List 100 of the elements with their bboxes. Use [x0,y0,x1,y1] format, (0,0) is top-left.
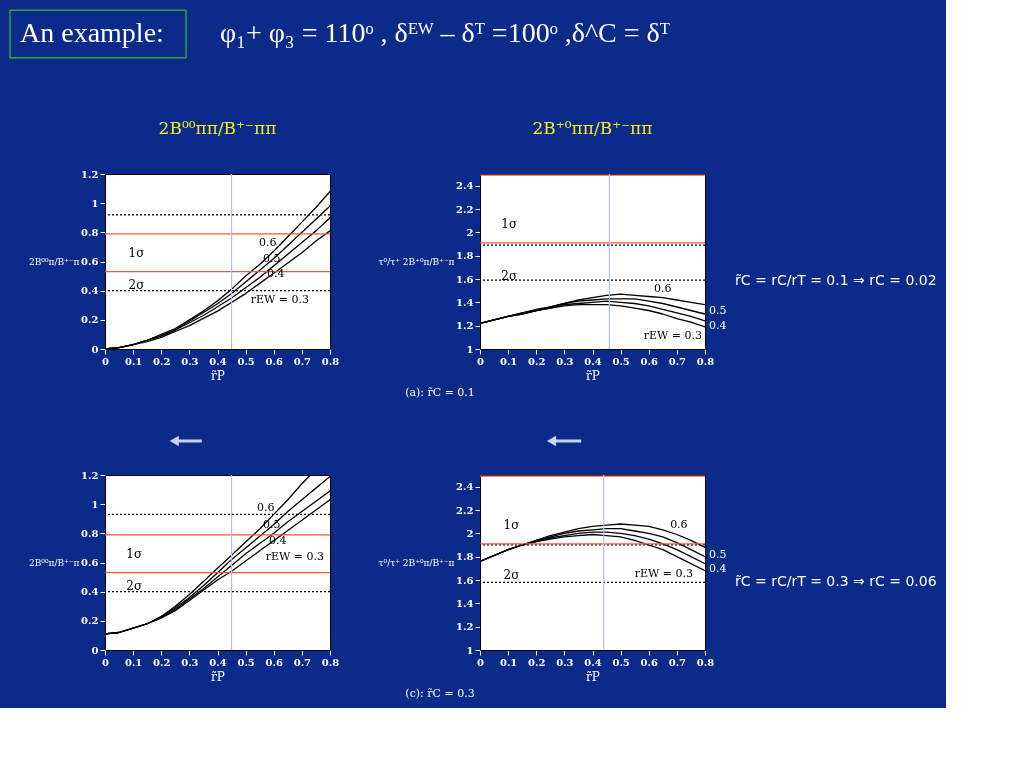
y-tick-label: 2.4 [456,481,474,493]
y-tick-label: 1.4 [456,296,474,308]
text: An example: [20,17,164,48]
y-tick-label: 1.8 [456,250,474,262]
series-label: rEW = 0.3 [643,328,703,342]
x-axis-title: r̃P [586,669,600,684]
x-tick-label: 0.5 [612,355,630,367]
y-tick-label: 0.2 [81,314,99,326]
series-label: 0.5 [709,304,727,317]
x-tick-label: 0.8 [321,355,340,367]
annotation: 2σ [126,578,143,593]
y-tick-label: 1.8 [456,551,474,563]
x-axis-title: r̃P [211,368,225,383]
x-tick-label: 0 [102,355,110,367]
x-tick-label: 0.7 [668,355,687,367]
series-label: 0.5 [709,547,727,561]
x-tick-label: 0.8 [696,355,715,367]
y-tick-label: 1 [466,343,474,355]
x-tick-label: 0.8 [321,656,340,668]
y-tick-label: 1 [91,197,99,209]
x-tick-label: 0.4 [209,355,227,367]
series-label: rEW = 0.3 [250,292,309,306]
y-tick-label: 0.8 [81,226,99,238]
x-tick-label: 0.1 [124,656,143,668]
y-axis-title: τ⁰/τ⁺ 2B⁺⁰π/B⁺⁻π [378,558,455,568]
annotation: 2σ [128,277,145,292]
y-tick-label: 0.6 [81,256,99,267]
y-tick-label: 2.2 [456,203,474,215]
y-tick-label: 2 [466,226,474,238]
y-tick-label: 0.4 [81,285,99,297]
annotation: 2σ [503,568,520,583]
y-tick-label: 0 [91,343,99,355]
y-tick-label: 1.4 [456,597,474,609]
x-tick-label: 0.2 [528,656,546,668]
y-tick-label: 0.2 [81,615,99,627]
x-tick-label: 0.1 [499,355,518,367]
y-tick-label: 0.6 [81,557,99,568]
y-tick-label: 1.2 [456,320,474,332]
series-label: rEW = 0.3 [265,549,324,563]
x-axis-title: r̃P [211,669,225,684]
y-tick-label: 0 [91,644,99,656]
chart-title: 2B⁰⁰ππ/B⁺⁻ππ [158,118,277,138]
annotation: 1σ [128,245,145,260]
x-axis-title: r̃P [586,368,600,383]
text: r̃C = rC/rT = 0.3 ⇒ rC = 0.06 [735,572,937,589]
y-tick-label: 1 [466,644,474,656]
y-axis-title: 2B⁰⁰π/B⁺⁻π [28,257,80,267]
series-label: 0.4 [709,319,727,332]
x-tick-label: 0.1 [124,355,143,367]
y-tick-label: 2.2 [456,504,474,516]
x-tick-label: 0.5 [612,656,630,668]
text: r̃C = rC/rT = 0.1 ⇒ rC = 0.02 [735,271,937,288]
text: (a): r̃C = 0.1 [405,386,475,399]
series-label: 0.6 [670,517,688,531]
y-tick-label: 1.2 [81,469,99,481]
annotation: 2σ [501,268,518,283]
x-tick-label: 0.5 [237,656,255,668]
text: φ₁+ φ₃ = 110ᵒ , δᴱᵂ – δᵀ =100ᵒ ,δ^C = δᵀ [220,17,670,48]
series-label: 0.6 [259,236,277,250]
x-tick-label: 0.4 [209,656,227,668]
text: (c): r̃C = 0.3 [405,687,475,700]
x-tick-label: 0.6 [265,355,283,367]
x-tick-label: 0.8 [696,656,715,668]
series-label: 0.6 [654,281,672,295]
y-tick-label: 1.2 [456,621,474,633]
x-tick-label: 0.2 [153,355,171,367]
series-label: 0.4 [709,561,727,575]
y-tick-label: 0.8 [81,527,99,539]
x-tick-label: 0 [477,656,485,668]
y-tick-label: 1.6 [456,574,474,586]
x-tick-label: 0.3 [556,355,574,367]
x-tick-label: 0 [102,656,110,668]
series-label: rEW = 0.3 [634,567,693,581]
series-label: 0.6 [257,501,275,515]
chart-title: 2B⁺⁰ππ/B⁺⁻ππ [532,118,653,138]
annotation: 1σ [501,217,518,232]
x-tick-label: 0 [477,355,485,367]
x-tick-label: 0.5 [237,355,255,367]
x-tick-label: 0.1 [499,656,518,668]
y-tick-label: 1 [91,498,99,510]
y-tick-label: 2 [466,527,474,539]
x-tick-label: 0.6 [640,355,658,367]
x-tick-label: 0.2 [153,656,171,668]
y-tick-label: 1.2 [81,168,99,180]
x-tick-label: 0.6 [640,656,658,668]
x-tick-label: 0.3 [556,656,574,668]
x-tick-label: 0.4 [584,355,602,367]
y-tick-label: 0.4 [81,586,99,598]
y-tick-label: 2.4 [456,180,474,192]
x-tick-label: 0.7 [668,656,687,668]
x-tick-label: 0.3 [181,656,199,668]
x-tick-label: 0.2 [528,355,546,367]
x-tick-label: 0.4 [584,656,602,668]
x-tick-label: 0.7 [293,355,312,367]
x-tick-label: 0.3 [181,355,199,367]
x-tick-label: 0.6 [265,656,283,668]
annotation: 1σ [126,546,143,561]
x-tick-label: 0.7 [293,656,312,668]
y-axis-title: 2B⁰⁰π/B⁺⁻π [28,558,80,568]
annotation: 1σ [503,518,520,533]
